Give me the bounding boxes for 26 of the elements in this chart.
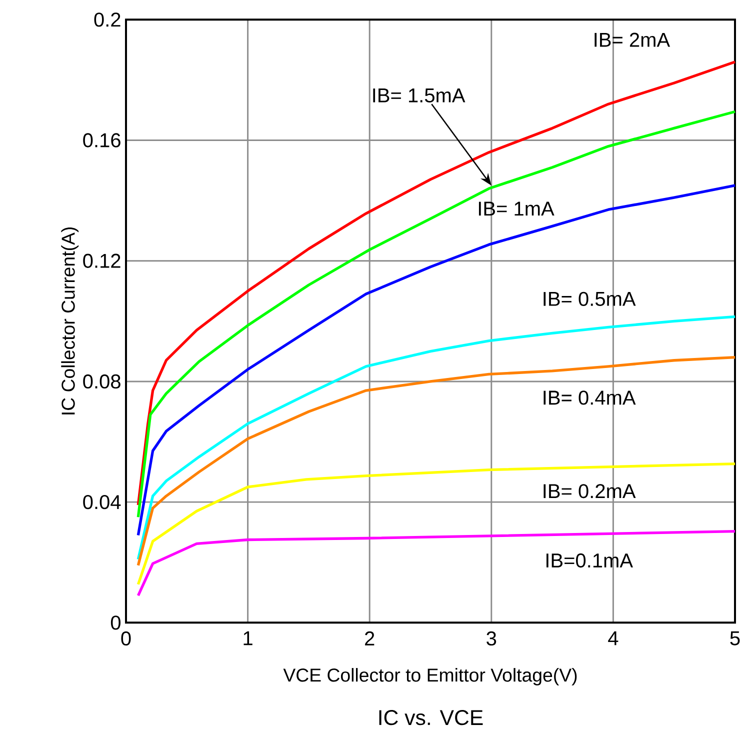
text: IC vs. VCE — [379, 710, 483, 726]
line-series — [136, 356, 736, 567]
x-axis-title: VCE Collector to Emittor Voltage(V) — [283, 668, 577, 686]
series-label: IB= 0.2mA — [544, 484, 636, 498]
y-axis-title: IC Collector Current(A) — [61, 227, 79, 414]
text: IB= 1.5mA — [373, 88, 466, 102]
x-tick-label: 4 — [608, 631, 618, 646]
series-label: IB= 1mA — [478, 202, 554, 216]
y-tick-label: 0.16 — [83, 133, 120, 148]
x-tick-label: 2 — [365, 631, 374, 646]
y-tick-label: 0.08 — [83, 374, 120, 389]
x-tick-label: 0 — [121, 631, 131, 646]
y-tick-label: 0.12 — [83, 254, 120, 268]
series-label: IB= 0.4mA — [544, 390, 636, 405]
line-series — [136, 530, 736, 597]
y-tick-label: 0.2 — [94, 12, 120, 27]
line-series — [136, 184, 736, 537]
y-tick-label: 0.04 — [83, 494, 121, 510]
series-label: IB= 0.5mA — [544, 292, 636, 306]
line-series — [136, 462, 736, 586]
series-label: IB= 2mA — [594, 32, 670, 47]
series-label: IB=0.1mA — [546, 553, 633, 568]
y-tick-label: 0 — [110, 616, 120, 630]
x-tick-label: 3 — [486, 631, 496, 646]
x-tick-label: 5 — [730, 631, 740, 646]
x-tick-label: 1 — [244, 631, 252, 646]
